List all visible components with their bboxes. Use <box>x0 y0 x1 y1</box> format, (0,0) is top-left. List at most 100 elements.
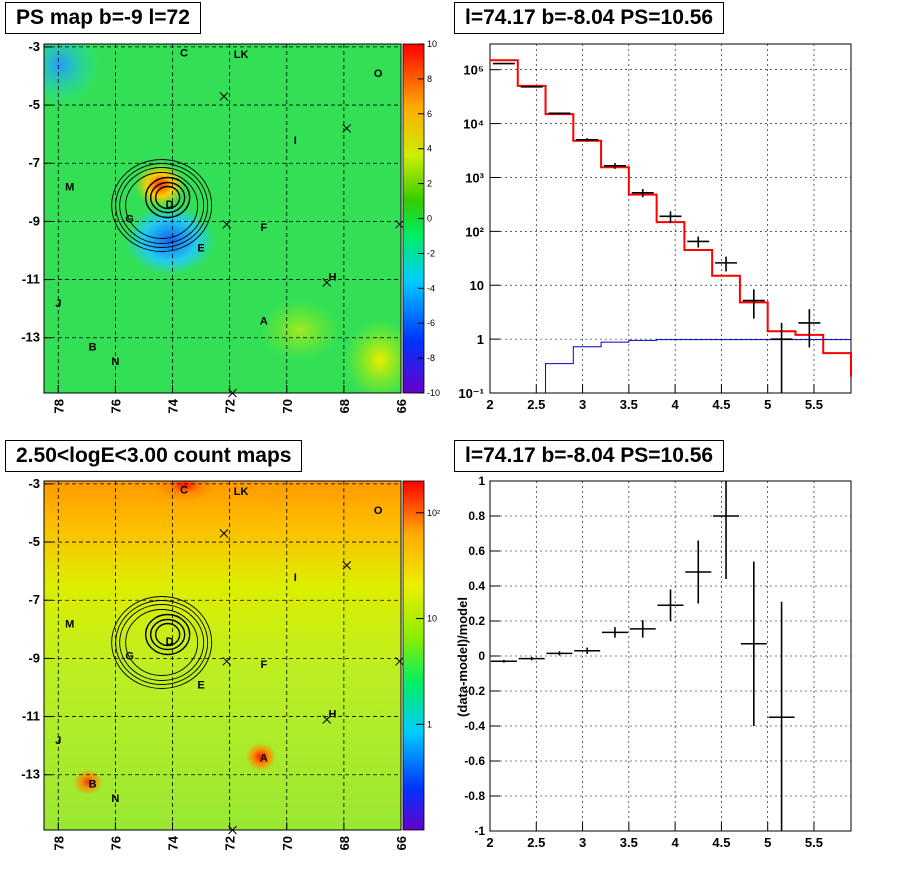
x-tick-label: 76 <box>108 836 123 850</box>
source-label: N <box>111 793 119 805</box>
y-tick-label: 10 <box>470 278 484 293</box>
source-label: LK <box>234 49 249 61</box>
y-tick-label: -1 <box>474 824 485 838</box>
residual-data-point <box>629 620 656 638</box>
contour-ring <box>111 159 213 252</box>
source-label: B <box>89 341 97 353</box>
colorbar-tick-label: 8 <box>427 74 432 84</box>
y-tick-label: 0.4 <box>468 579 485 593</box>
residual-data-point <box>768 601 795 831</box>
residual-data-point <box>601 627 628 638</box>
y-tick-label: -0.6 <box>464 754 485 768</box>
y-tick-label: -13 <box>21 330 40 345</box>
cross-marker <box>219 528 229 538</box>
y-tick-label: 10⁻¹ <box>458 386 484 401</box>
x-tick-label: 68 <box>337 399 352 413</box>
residual-y-ticks: 1 0.8 0.6 0.4 0.2 0 -0.2 -0.4 -0.6 -0.8 -1 <box>464 474 500 838</box>
cross-marker <box>222 656 232 666</box>
y-tick-label: -0.4 <box>464 719 485 733</box>
source-label: J <box>55 735 61 747</box>
contour-ring-inner <box>154 622 181 647</box>
source-label: I <box>294 135 297 147</box>
colorbar-tick-label: -10 <box>427 388 440 398</box>
source-label: G <box>125 651 134 663</box>
contour-ring <box>125 609 199 676</box>
spectrum-title: l=74.17 b=-8.04 PS=10.56 <box>454 2 725 34</box>
source-label: I <box>294 572 297 584</box>
spectrum-data-point <box>770 322 793 393</box>
cross-marker <box>342 123 352 133</box>
colorbar-tick-label: -4 <box>427 283 435 293</box>
count-map-source-labels: C LK O I M D G F E H J A B N <box>55 485 383 805</box>
x-tick-label: 66 <box>394 836 409 850</box>
x-tick-label: 66 <box>394 399 409 413</box>
y-tick-label: -0.8 <box>464 789 485 803</box>
colorbar-tick-label: 10² <box>427 508 440 518</box>
x-tick-label: 4 <box>672 835 680 850</box>
x-tick-label: 74 <box>166 398 181 413</box>
source-label: M <box>65 182 74 194</box>
residual-data-points <box>490 481 795 831</box>
residual-grid <box>489 480 851 832</box>
ps-map-x-ticks: 78 76 74 72 70 68 66 <box>51 385 409 413</box>
residual-title: l=74.17 b=-8.04 PS=10.56 <box>454 440 725 472</box>
residual-data-point <box>713 481 740 579</box>
ps-map-colorbar-ticks: 10 8 6 4 2 0 -2 -4 -6 -8 -10 <box>418 39 440 398</box>
contour-ring <box>119 167 205 244</box>
y-tick-label: -11 <box>22 272 40 287</box>
contour-ring <box>125 172 199 239</box>
ps-map-markers <box>219 91 404 398</box>
y-tick-label: -0.2 <box>464 684 485 698</box>
spectrum-data-point <box>603 163 626 169</box>
x-tick-label: 3 <box>579 835 586 850</box>
count-map-x-ticks: 78 76 74 72 70 68 66 <box>51 822 409 850</box>
x-tick-label: 5.5 <box>805 397 823 412</box>
y-tick-label: 1 <box>478 474 485 488</box>
x-tick-label: 4.5 <box>712 397 730 412</box>
source-label: O <box>374 505 383 517</box>
ps-map-title: PS map b=-9 l=72 <box>5 2 201 34</box>
x-tick-label: 68 <box>337 836 352 850</box>
spectrum-y-ticks: 10⁵ 10⁴ 10³ 10² 10 1 10⁻¹ <box>458 63 500 401</box>
x-tick-label: 3 <box>579 397 586 412</box>
count-map-title: 2.50<logE<3.00 count maps <box>5 440 303 472</box>
residual-data-point <box>740 561 767 726</box>
spectrum-grid <box>489 44 851 394</box>
source-label: E <box>197 680 204 692</box>
y-tick-label: -11 <box>22 709 40 724</box>
cross-marker <box>222 219 232 229</box>
spectrum-background-line <box>545 339 851 393</box>
ps-map-panel: C LK O I M D G F E H J A B N 78 76 74 72 70 68 66 -3 -5 -7 -9-… <box>0 0 449 437</box>
residual-data-point <box>574 647 601 654</box>
residual-data-point <box>657 589 684 621</box>
residual-svg: 2 2.5 3 3.5 4 4.5 5 5.5 1 0.8 0.6 0.4 0.2 0 -0.2 -0.4 -… <box>455 474 852 850</box>
x-tick-label: 4 <box>672 397 680 412</box>
source-label: J <box>55 298 61 310</box>
contour-ring <box>115 163 209 248</box>
x-tick-label: 78 <box>51 399 66 413</box>
x-tick-label: 70 <box>280 399 295 413</box>
contour-ring-inner <box>154 185 181 210</box>
contour-ring <box>119 604 205 681</box>
source-label: B <box>89 778 97 790</box>
source-label: A <box>260 315 268 327</box>
residual-data-point <box>490 659 517 663</box>
x-tick-label: 72 <box>223 836 238 850</box>
colorbar-tick-label: 0 <box>427 214 432 224</box>
spectrum-x-ticks: 2 2.5 3 3.5 4 4.5 5 5.5 <box>486 384 823 412</box>
colorbar-tick-label: 10 <box>427 614 437 624</box>
y-tick-label: 0.6 <box>468 544 485 558</box>
x-tick-label: 74 <box>166 835 181 850</box>
background-step-line <box>545 339 851 393</box>
ps-map-source-labels: C LK O I M D G F E H J A B N <box>55 48 383 368</box>
count-map-colorbar-ticks: 10² 10 1 <box>416 508 440 729</box>
colorbar-tick-label: -2 <box>427 248 435 258</box>
contour-ring <box>111 596 213 689</box>
cross-marker <box>322 715 332 724</box>
source-label: G <box>125 214 134 226</box>
source-label: H <box>328 709 336 721</box>
spectrum-data-point <box>715 256 738 272</box>
source-label: D <box>166 636 174 648</box>
